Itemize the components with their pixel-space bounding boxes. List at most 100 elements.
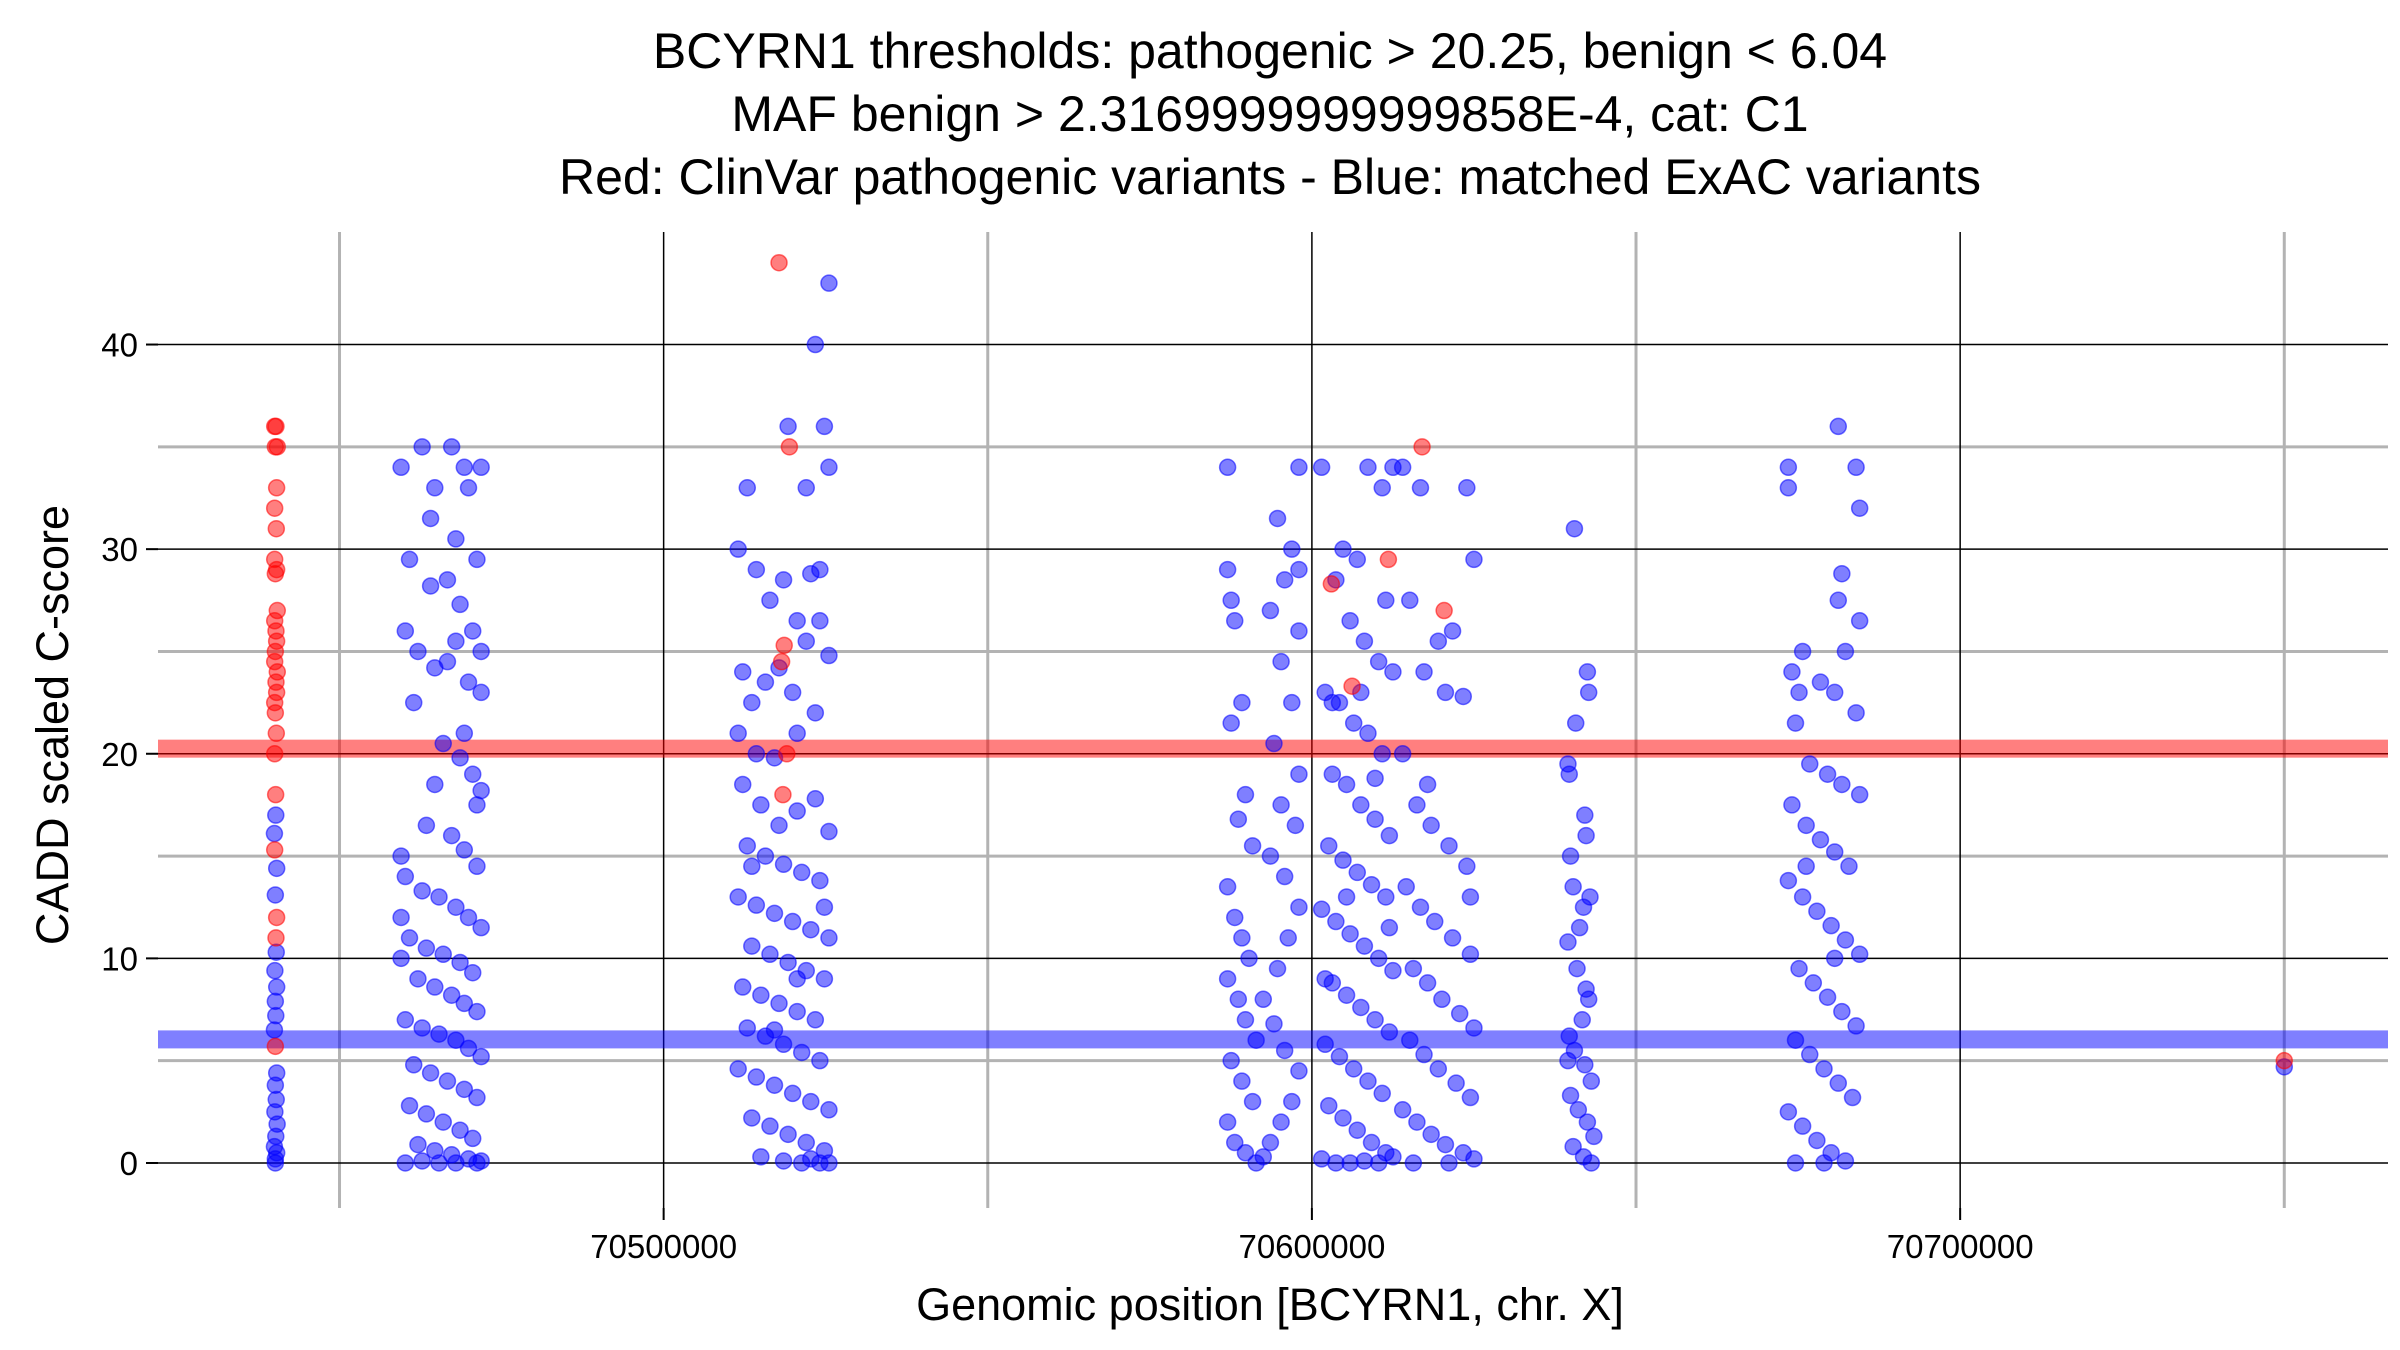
exac-variant-point <box>442 986 461 1004</box>
exac-variant-point <box>1337 888 1356 906</box>
exac-variant-point <box>1418 974 1437 992</box>
exac-variant-point <box>396 867 415 886</box>
exac-variant-point <box>468 550 486 569</box>
exac-variant-point <box>1268 959 1287 978</box>
exac-variant-point <box>820 646 838 665</box>
exac-variant-point <box>774 1152 793 1170</box>
exac-variant-point <box>1397 878 1415 896</box>
exac-variant-point <box>267 978 286 996</box>
exac-variant-point <box>463 765 482 783</box>
exac-variant-point <box>1836 1152 1855 1170</box>
exac-variant-point <box>1797 816 1815 835</box>
exac-variant-point <box>1786 1031 1805 1049</box>
exac-variant-point <box>447 898 465 916</box>
exac-variant-point <box>1429 1060 1448 1078</box>
exac-variant-point <box>1797 857 1815 876</box>
exac-variant-point <box>1793 1117 1812 1135</box>
y-tick-label: 10 <box>101 940 138 977</box>
exac-variant-point <box>404 693 423 712</box>
exac-variant-point <box>1290 458 1308 477</box>
exac-variant-point <box>447 632 465 650</box>
exac-variant-point <box>413 1019 431 1037</box>
exac-variant-point <box>1352 796 1370 814</box>
clinvar-variant-point <box>1435 601 1453 620</box>
title-line-2: MAF benign > 2.3169999999999858E-4, cat:… <box>731 86 1808 142</box>
exac-variant-point <box>434 1113 452 1131</box>
exac-variant-point <box>426 978 444 996</box>
exac-variant-point <box>1352 998 1370 1017</box>
exac-variant-point <box>1461 1088 1480 1107</box>
exac-variant-point <box>1833 775 1851 794</box>
exac-variant-point <box>1569 1101 1588 1119</box>
clinvar-variant-point <box>266 785 285 804</box>
exac-variant-point <box>797 632 816 650</box>
exac-variant-point <box>1790 959 1808 978</box>
exac-variant-point <box>1578 1113 1597 1131</box>
exac-variant-point <box>738 1019 757 1037</box>
exac-variant-point <box>1268 509 1287 528</box>
exac-variant-point <box>1348 863 1367 882</box>
exac-variant-point <box>1822 916 1840 935</box>
exac-variant-point <box>430 888 448 906</box>
exac-variant-point <box>806 335 825 354</box>
exac-variant-point <box>1312 1150 1331 1168</box>
exac-variant-point <box>1290 622 1308 640</box>
exac-variant-point <box>1783 663 1801 681</box>
exac-variant-point <box>1226 612 1244 630</box>
exac-variant-point <box>788 1002 806 1021</box>
exac-variant-point <box>1334 540 1352 558</box>
exac-variant-point <box>1261 601 1280 620</box>
exac-variant-point <box>472 1047 490 1066</box>
exac-variant-point <box>1327 912 1345 931</box>
exac-variant-point <box>743 937 761 955</box>
exac-variant-point <box>1261 1133 1280 1152</box>
exac-variant-point <box>1801 1045 1819 1064</box>
exac-variant-point <box>1836 931 1855 949</box>
exac-variant-point <box>761 945 779 964</box>
exac-variant-point <box>1829 1074 1848 1092</box>
clinvar-variant-point <box>780 438 799 456</box>
exac-variant-point <box>783 1084 802 1103</box>
exac-variant-point <box>434 945 452 964</box>
exac-variant-point <box>1786 714 1805 732</box>
exac-variant-point <box>463 963 482 982</box>
exac-variant-point <box>1283 540 1301 558</box>
exac-variant-point <box>1411 479 1430 497</box>
exac-variant-point <box>1236 785 1255 804</box>
exac-variant-point <box>1377 888 1395 906</box>
exac-variant-point <box>472 458 490 477</box>
exac-variant-point <box>1850 499 1869 517</box>
exac-variant-point <box>1323 693 1342 712</box>
exac-variant-point <box>468 796 486 814</box>
exac-variant-point <box>434 734 452 753</box>
exac-variant-point <box>455 841 474 859</box>
exac-variant-point <box>1840 857 1858 876</box>
clinvar-variant-point <box>267 724 286 743</box>
y-axis-title: CADD scaled C-score <box>27 505 78 945</box>
exac-variant-point <box>1825 683 1844 702</box>
exac-variant-point <box>417 816 436 835</box>
exac-variant-point <box>1568 959 1586 978</box>
exac-variant-point <box>1279 929 1297 947</box>
clinvar-variant-point <box>774 785 792 804</box>
y-tick-label: 20 <box>101 736 138 773</box>
exac-variant-point <box>1833 564 1851 583</box>
exac-variant-point <box>797 479 816 497</box>
exac-variant-point <box>1561 847 1580 865</box>
exac-variant-point <box>1443 622 1462 640</box>
exac-variant-point <box>1404 959 1423 978</box>
axis-layer: 0 10 20 30 40 70500000 70600000 70700000 <box>101 327 2033 1265</box>
exac-variant-point <box>1265 1015 1283 1033</box>
clinvar-variant-point <box>1413 438 1431 456</box>
exac-variant-point <box>1429 632 1448 650</box>
exac-variant-point <box>1454 687 1473 706</box>
exac-variant-point <box>1425 912 1444 931</box>
exac-variant-point <box>451 953 469 972</box>
exac-variant-point <box>472 642 490 661</box>
exac-variant-point <box>1320 837 1338 855</box>
exac-variant-point <box>413 882 431 900</box>
exac-variant-point <box>1254 1148 1273 1166</box>
exac-variant-point <box>1847 704 1865 722</box>
exac-variant-point <box>1793 888 1812 906</box>
exac-variant-point <box>1373 1084 1391 1103</box>
